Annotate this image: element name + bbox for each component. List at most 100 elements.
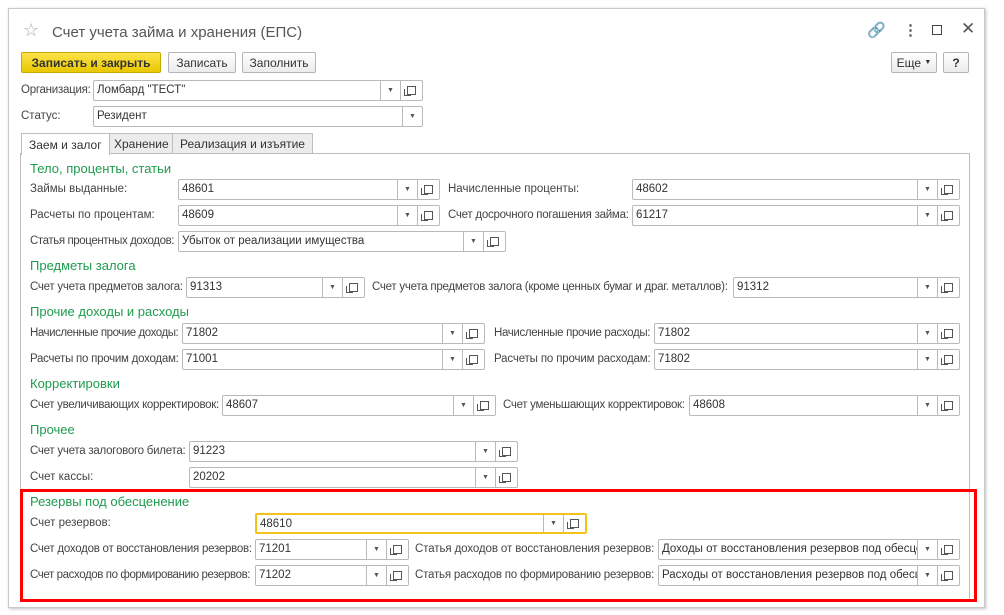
f17-field[interactable]: 71201 ▼	[255, 539, 409, 560]
more-button[interactable]: Еще ▼	[891, 52, 937, 73]
f4-value[interactable]: 61217	[636, 209, 668, 221]
f19-value[interactable]: 71202	[259, 569, 291, 581]
f7-value[interactable]: 91312	[737, 281, 769, 293]
dropdown-icon[interactable]: ▼	[917, 278, 937, 297]
f5-field[interactable]: Убыток от реализации имущества ▼	[178, 231, 506, 252]
save-and-close-button[interactable]: Записать и закрыть	[21, 52, 161, 73]
f6-field[interactable]: 91313 ▼	[186, 277, 365, 298]
f2-value[interactable]: 48602	[636, 183, 668, 195]
open-icon[interactable]	[417, 180, 439, 199]
fill-button[interactable]: Заполнить	[242, 52, 316, 73]
dropdown-icon[interactable]: ▼	[366, 540, 386, 559]
f3-value[interactable]: 48609	[182, 209, 214, 221]
maximize-icon[interactable]	[932, 25, 942, 35]
f10-field[interactable]: 71001 ▼	[182, 349, 485, 370]
dropdown-icon[interactable]: ▼	[917, 350, 937, 369]
dropdown-icon[interactable]: ▼	[543, 515, 563, 532]
open-icon[interactable]	[386, 540, 408, 559]
open-icon[interactable]	[417, 206, 439, 225]
link-icon[interactable]: 🔗	[867, 22, 886, 39]
dropdown-icon[interactable]: ▼	[453, 396, 473, 415]
open-icon[interactable]	[937, 566, 959, 585]
open-icon[interactable]	[937, 278, 959, 297]
help-button[interactable]: ?	[943, 52, 969, 73]
open-icon[interactable]	[473, 396, 495, 415]
open-icon[interactable]	[462, 350, 484, 369]
dropdown-icon[interactable]: ▼	[322, 278, 342, 297]
f19-field[interactable]: 71202 ▼	[255, 565, 409, 586]
dropdown-icon[interactable]: ▼	[917, 566, 937, 585]
open-icon[interactable]	[483, 232, 505, 251]
dropdown-icon[interactable]: ▼	[397, 206, 417, 225]
f5-value[interactable]: Убыток от реализации имущества	[182, 235, 365, 247]
f20-field[interactable]: Расходы от восстановления резервов под о…	[658, 565, 960, 586]
tab-loan-pledge[interactable]: Заем и залог	[21, 133, 110, 155]
dropdown-icon[interactable]: ▼	[442, 350, 462, 369]
f12-field[interactable]: 48607 ▼	[222, 395, 496, 416]
dropdown-icon[interactable]: ▼	[366, 566, 386, 585]
open-icon[interactable]	[937, 206, 959, 225]
favorite-star-icon[interactable]: ☆	[23, 20, 40, 40]
f8-field[interactable]: 71802 ▼	[182, 323, 485, 344]
open-icon[interactable]	[937, 324, 959, 343]
f16-value[interactable]: 48610	[260, 518, 292, 530]
f16-field[interactable]: 48610 ▼	[255, 513, 587, 534]
open-icon[interactable]	[495, 442, 517, 461]
dropdown-icon[interactable]: ▼	[917, 180, 937, 199]
f20-value[interactable]: Расходы от восстановления резервов под о…	[662, 569, 917, 581]
open-icon[interactable]	[937, 180, 959, 199]
dropdown-icon[interactable]: ▼	[917, 324, 937, 343]
open-icon[interactable]	[937, 396, 959, 415]
f15-value[interactable]: 20202	[193, 471, 225, 483]
f15-field[interactable]: 20202 ▼	[189, 467, 518, 488]
f10-value[interactable]: 71001	[186, 353, 218, 365]
tab-sale-seizure[interactable]: Реализация и изъятие	[172, 133, 313, 154]
f13-value[interactable]: 48608	[693, 399, 725, 411]
dropdown-icon[interactable]: ▼	[397, 180, 417, 199]
f13-field[interactable]: 48608 ▼	[689, 395, 960, 416]
open-icon[interactable]	[937, 540, 959, 559]
open-icon[interactable]	[462, 324, 484, 343]
dropdown-icon[interactable]: ▼	[917, 540, 937, 559]
f1-value[interactable]: 48601	[182, 183, 214, 195]
dropdown-icon[interactable]: ▼	[475, 442, 495, 461]
save-button[interactable]: Записать	[168, 52, 236, 73]
org-field[interactable]: Ломбард "ТЕСТ" ▼	[93, 80, 423, 101]
dropdown-icon[interactable]: ▼	[463, 232, 483, 251]
tab-storage[interactable]: Хранение	[106, 133, 177, 154]
f2-field[interactable]: 48602 ▼	[632, 179, 960, 200]
dropdown-icon[interactable]: ▼	[917, 396, 937, 415]
org-value[interactable]: Ломбард "ТЕСТ"	[97, 84, 186, 96]
close-icon[interactable]: ✕	[961, 19, 976, 38]
open-icon[interactable]	[937, 350, 959, 369]
f14-value[interactable]: 91223	[193, 445, 225, 457]
f14-field[interactable]: 91223 ▼	[189, 441, 518, 462]
f7-field[interactable]: 91312 ▼	[733, 277, 960, 298]
open-icon[interactable]	[386, 566, 408, 585]
dropdown-icon[interactable]: ▼	[475, 468, 495, 487]
more-menu-icon[interactable]: ⋮	[903, 22, 918, 39]
f11-value[interactable]: 71802	[658, 353, 690, 365]
f11-field[interactable]: 71802 ▼	[654, 349, 960, 370]
dropdown-icon[interactable]: ▼	[380, 81, 400, 100]
f18-value[interactable]: Доходы от восстановления резервов под об…	[662, 543, 917, 555]
f12-value[interactable]: 48607	[226, 399, 258, 411]
f8-value[interactable]: 71802	[186, 327, 218, 339]
open-icon[interactable]	[563, 515, 585, 532]
dropdown-icon[interactable]: ▼	[917, 206, 937, 225]
f17-value[interactable]: 71201	[259, 543, 291, 555]
f6-value[interactable]: 91313	[190, 281, 222, 293]
f18-field[interactable]: Доходы от восстановления резервов под об…	[658, 539, 960, 560]
open-icon[interactable]	[342, 278, 364, 297]
dropdown-icon[interactable]: ▼	[442, 324, 462, 343]
open-icon[interactable]	[400, 81, 422, 100]
open-icon[interactable]	[495, 468, 517, 487]
f1-field[interactable]: 48601 ▼	[178, 179, 440, 200]
f9-value[interactable]: 71802	[658, 327, 690, 339]
f9-field[interactable]: 71802 ▼	[654, 323, 960, 344]
f4-field[interactable]: 61217 ▼	[632, 205, 960, 226]
dropdown-icon[interactable]: ▼	[402, 107, 422, 126]
status-field[interactable]: Резидент ▼	[93, 106, 423, 127]
status-value[interactable]: Резидент	[97, 110, 147, 122]
f3-field[interactable]: 48609 ▼	[178, 205, 440, 226]
